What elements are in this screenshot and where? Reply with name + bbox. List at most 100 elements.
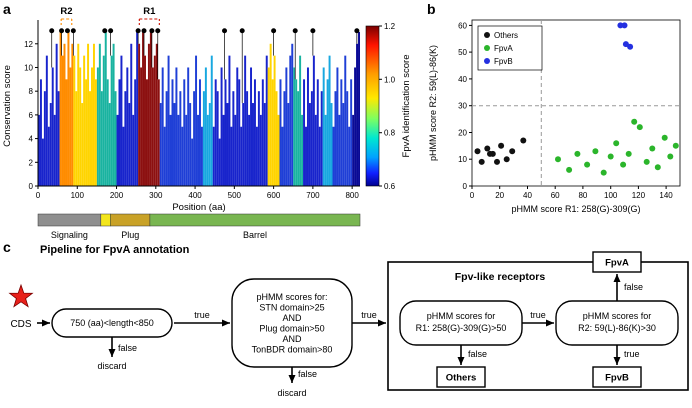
svg-text:R2: 59(L)-86(K)>30: R2: 59(L)-86(K)>30 [578,323,656,333]
svg-text:140: 140 [659,191,673,200]
fpva-score-colorbar: 1.2 1.0 0.8 0.6 FpvA identification score [365,22,412,191]
svg-text:20: 20 [458,129,467,138]
svg-text:pHMM scores for:: pHMM scores for: [256,292,327,302]
svg-text:0: 0 [29,182,34,191]
svg-text:400: 400 [188,191,202,200]
fpvb-label: FpvB [605,373,629,384]
svg-text:50: 50 [458,48,467,57]
svg-text:pHMM scores for: pHMM scores for [427,311,496,321]
svg-text:false: false [298,369,317,379]
fpvb-box [592,366,642,388]
svg-text:R1: R1 [143,6,156,17]
discard-label-2: discard [277,388,306,398]
legend: Others FpvA FpvB [477,25,543,71]
domain-architecture-bar: Signaling Plug Barrel [37,213,361,240]
svg-text:false: false [624,282,643,292]
svg-text:0.6: 0.6 [384,182,396,191]
region-bracket-r1: R1 [138,6,160,27]
conservation-ylabel: Conservation score [2,65,13,147]
svg-text:1.0: 1.0 [384,75,396,84]
svg-text:pHMM scores for: pHMM scores for [583,311,652,321]
panel-b-svg: 0 20 40 60 80 100 120 140 0 10 20 30 40 50 60 Others Fpv… [428,19,681,214]
series-others [474,137,527,165]
colorbar-label: FpvA identification score [401,55,412,158]
svg-text:0: 0 [470,191,475,200]
svg-text:Barrel: Barrel [243,230,267,240]
svg-text:Others: Others [494,31,518,40]
fpva-box [592,251,642,273]
others-label: Others [446,373,477,384]
series-fpva [555,118,679,176]
svg-text:200: 200 [110,191,124,200]
svg-text:true: true [361,310,377,320]
svg-text:0: 0 [463,182,468,191]
start-star-icon [8,283,34,308]
svg-text:6: 6 [29,111,34,120]
svg-text:Plug domain>50: Plug domain>50 [259,324,324,334]
svg-text:60: 60 [551,191,560,200]
scatter-ylabel: pHMM score R2: 59(L)-86(K) [428,45,438,161]
position-xlabel: Position (aa) [172,202,225,213]
others-box [436,366,486,388]
discard-label-1: discard [97,361,126,371]
svg-text:80: 80 [578,191,587,200]
fpva-annotation-flowchart: Pipeline for FpvA annotation CDS Fpv-like … [0,240,692,408]
panel-a-svg: R2 R1 0 2 4 6 8 10 12 0 100 200 300 400 500 600 700 800 Co… [2,6,412,240]
svg-text:20: 20 [495,191,504,200]
svg-text:12: 12 [24,40,33,49]
svg-text:40: 40 [523,191,532,200]
peak-dots [49,28,360,104]
region-bracket-r2: R2 [60,6,73,27]
svg-text:TonBDR domain>80: TonBDR domain>80 [252,345,333,355]
svg-text:FpvB: FpvB [494,57,513,66]
svg-text:10: 10 [458,155,467,164]
svg-text:AND: AND [282,313,302,323]
series-fpvb [617,22,634,50]
scatter-xlabel: pHMM score R1: 258(G)-309(G) [511,204,640,214]
svg-text:40: 40 [458,75,467,84]
svg-text:60: 60 [458,21,467,30]
svg-text:FpvA: FpvA [494,44,513,53]
svg-text:800: 800 [345,191,359,200]
svg-text:1.2: 1.2 [384,22,396,31]
svg-text:600: 600 [267,191,281,200]
svg-text:2: 2 [29,158,34,167]
fpva-label: FpvA [605,258,629,269]
svg-text:Signaling: Signaling [51,230,88,240]
svg-text:false: false [468,349,487,359]
svg-text:120: 120 [632,191,646,200]
svg-text:700: 700 [306,191,320,200]
panel-c-svg: Pipeline for FpvA annotation CDS Fpv-like … [8,244,689,398]
svg-text:R1: 258(G)-309(G)>50: R1: 258(G)-309(G)>50 [416,323,507,333]
fpv-like-receptors-group [387,261,689,391]
panel-a-label: a [3,1,11,17]
svg-text:STN domain>25: STN domain>25 [259,303,324,313]
svg-text:4: 4 [29,135,34,144]
svg-text:true: true [194,310,210,320]
svg-text:10: 10 [24,63,33,72]
svg-text:false: false [118,343,137,353]
svg-text:300: 300 [149,191,163,200]
svg-text:0.8: 0.8 [384,129,396,138]
length-filter-label: 750 (aa)<length<850 [70,318,154,328]
panel-c-label: c [3,239,11,255]
svg-text:0: 0 [36,191,41,200]
svg-text:true: true [624,349,640,359]
conservation-score-plot: R2 R1 0 2 4 6 8 10 12 0 100 200 300 400 500 600 700 800 Co… [0,0,422,240]
svg-text:30: 30 [458,102,467,111]
conservation-bars [38,31,360,187]
phmm-score-scatter-plot: 0 20 40 60 80 100 120 140 0 10 20 30 40 50 60 Others Fpv… [424,0,692,238]
svg-text:100: 100 [71,191,85,200]
svg-text:100: 100 [604,191,618,200]
group-title: Fpv-like receptors [455,271,546,283]
svg-text:500: 500 [228,191,242,200]
svg-text:8: 8 [29,87,34,96]
flowchart-title: Pipeline for FpvA annotation [40,244,190,256]
svg-text:AND: AND [282,334,302,344]
panel-b-label: b [427,1,436,17]
cds-label: CDS [10,319,31,330]
svg-text:Plug: Plug [121,230,139,240]
svg-text:R2: R2 [60,6,72,17]
svg-text:true: true [530,310,546,320]
